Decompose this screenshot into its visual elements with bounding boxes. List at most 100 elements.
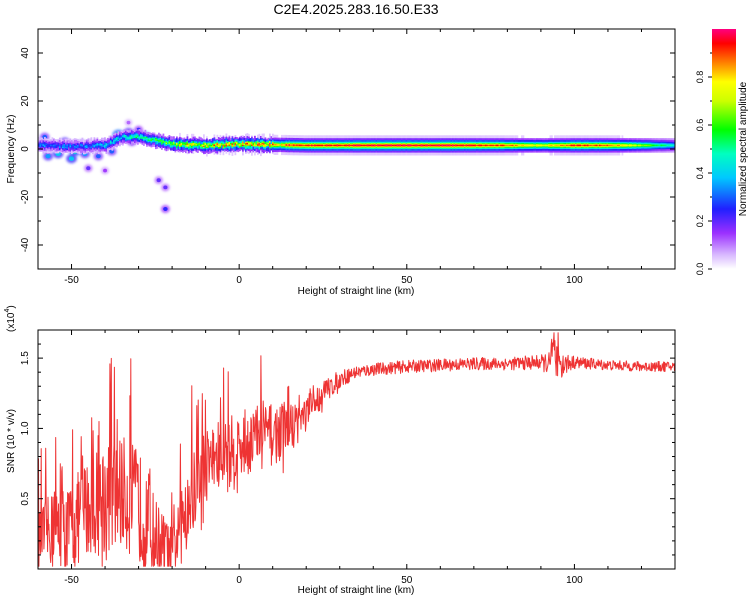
heatmap-band-cell xyxy=(236,142,238,144)
heatmap-band-cell xyxy=(219,145,222,147)
heatmap-band-cell xyxy=(605,144,607,146)
heatmap-band-cell xyxy=(341,144,343,146)
heatmap-band-cell xyxy=(98,143,100,147)
heatmap-band-cell xyxy=(641,144,643,146)
heatmap-band-cell xyxy=(309,144,312,146)
heatmap-band-cell xyxy=(671,144,673,146)
heatmap-band-cell xyxy=(630,144,633,146)
colorbar-tick-label: 0.2 xyxy=(695,215,705,228)
heatmap-xtick-label: 0 xyxy=(236,275,242,286)
heatmap-band-cell xyxy=(255,143,258,147)
heatmap-band-cell xyxy=(197,144,199,149)
heatmap-band-cell xyxy=(101,144,103,147)
heatmap-band-cell xyxy=(347,144,349,146)
heatmap-band-cell xyxy=(255,145,258,147)
heatmap-band-cell xyxy=(224,143,226,145)
heatmap-band-cell xyxy=(149,139,151,141)
heatmap-band-cell xyxy=(590,144,592,146)
heatmap-band-cell xyxy=(380,144,382,146)
heatmap-band-cell xyxy=(506,144,508,146)
heatmap-band-cell xyxy=(585,144,588,146)
heatmap-band-cell xyxy=(213,144,216,146)
heatmap-band-cell xyxy=(50,144,52,146)
snr-ylabel: SNR (10 * v/v) xyxy=(6,409,17,473)
heatmap-band-cell xyxy=(626,144,628,146)
heatmap-band-cell xyxy=(75,145,78,148)
heatmap-band-cell xyxy=(177,142,180,146)
heatmap-band-cell xyxy=(548,144,550,146)
heatmap-band-cell xyxy=(305,144,307,146)
heatmap-band-cell xyxy=(567,144,570,146)
heatmap-band-cell xyxy=(207,145,210,148)
heatmap-band-cell xyxy=(80,144,82,146)
heatmap-band-cell xyxy=(189,143,192,148)
heatmap-band-cell xyxy=(405,144,408,146)
heatmap-band-cell xyxy=(234,143,237,147)
heatmap-band-cell xyxy=(164,141,166,147)
heatmap-band-cell xyxy=(365,144,367,146)
heatmap-band-cell xyxy=(489,144,492,146)
heatmap-band-cell xyxy=(246,143,249,145)
heatmap-band-cell xyxy=(72,144,75,146)
chart-title: C2E4.2025.283.16.50.E33 xyxy=(273,1,438,17)
heatmap-band-cell xyxy=(182,143,184,145)
heatmap-band-cell xyxy=(137,135,139,137)
heatmap-band-cell xyxy=(351,144,354,146)
heatmap-band-cell xyxy=(56,142,58,147)
heatmap-band-cell xyxy=(423,144,426,146)
heatmap-band-cell xyxy=(201,144,204,147)
heatmap-band-cell xyxy=(41,144,43,147)
heatmap-band-cell xyxy=(41,143,43,145)
heatmap-band-cell xyxy=(39,145,42,147)
snr-xtick-label: 100 xyxy=(566,575,583,586)
heatmap-band-cell xyxy=(618,144,621,146)
heatmap-band-cell xyxy=(74,145,76,148)
heatmap-band-cell xyxy=(572,144,574,146)
heatmap-band-cell xyxy=(342,144,345,146)
heatmap-band-cell xyxy=(650,144,652,146)
heatmap-ticks: -50 0 50 100 -40 -20 0 20 40 xyxy=(20,28,676,286)
heatmap-band-cell xyxy=(116,138,118,140)
heatmap-band-cell xyxy=(168,140,171,144)
heatmap-band-cell xyxy=(533,144,535,146)
heatmap-band-cell xyxy=(468,144,471,146)
heatmap-band-cell xyxy=(471,144,474,146)
heatmap-band-cell xyxy=(500,144,502,146)
heatmap-band-cell xyxy=(47,145,49,148)
heatmap-band-cell xyxy=(66,146,69,149)
heatmap-band-cell xyxy=(611,144,613,146)
heatmap-band-cell xyxy=(96,143,99,145)
colorbar-gradient xyxy=(712,29,736,269)
heatmap-band-cell xyxy=(204,143,207,145)
heatmap-band-cell xyxy=(69,144,72,147)
heatmap-band-cell xyxy=(495,144,498,146)
heatmap-band-cell xyxy=(390,144,393,146)
heatmap-band-cell xyxy=(209,143,211,145)
heatmap-band-cell xyxy=(582,144,585,146)
heatmap-band-cell xyxy=(156,139,159,145)
heatmap-band-cell xyxy=(537,144,540,146)
heatmap-band-cell xyxy=(53,144,55,147)
heatmap-band-cell xyxy=(107,143,109,145)
heatmap-band-cell xyxy=(249,143,252,145)
heatmap-band-cell xyxy=(170,144,172,146)
heatmap-band-cell xyxy=(338,144,340,146)
heatmap-band-cell xyxy=(230,144,232,146)
heatmap-band-cell xyxy=(114,140,117,142)
heatmap-band-cell xyxy=(183,142,186,145)
heatmap-band-cell xyxy=(345,144,348,146)
heatmap-band-cell xyxy=(573,144,576,146)
heatmap-band-cell xyxy=(258,143,261,147)
heatmap-band-cell xyxy=(564,144,567,146)
heatmap-band-cell xyxy=(627,144,630,146)
heatmap-band-cell xyxy=(288,144,291,146)
heatmap-band-cell xyxy=(353,144,355,146)
heatmap-band-cell xyxy=(87,146,90,148)
heatmap-band-cell xyxy=(176,143,178,148)
heatmap-band-cell xyxy=(542,144,544,146)
heatmap-band-cell xyxy=(615,144,618,146)
snr-multiplier: (x104) xyxy=(4,305,17,332)
heatmap-band-cell xyxy=(608,144,610,146)
heatmap-band-cell xyxy=(293,144,295,146)
